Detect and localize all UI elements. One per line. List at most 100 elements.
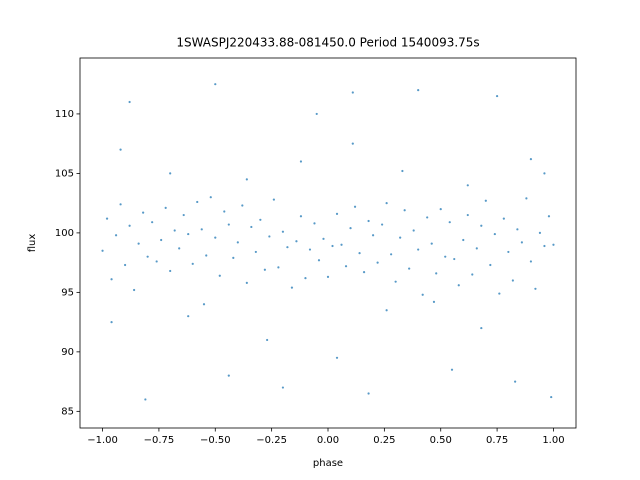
point	[335, 212, 339, 215]
point	[142, 211, 145, 214]
point	[218, 274, 221, 277]
point	[128, 224, 131, 227]
point	[236, 241, 239, 244]
point	[299, 215, 303, 218]
point	[529, 158, 533, 161]
point	[367, 219, 370, 223]
point	[520, 241, 523, 244]
point	[119, 203, 122, 206]
point	[250, 225, 253, 229]
point	[412, 229, 415, 232]
y-tick-label: 95	[61, 287, 74, 298]
point	[462, 238, 465, 242]
point	[119, 148, 122, 151]
x-tick-label: −1.00	[87, 435, 118, 446]
point	[466, 184, 469, 187]
point	[340, 243, 343, 246]
point	[114, 234, 118, 237]
point	[227, 223, 230, 226]
point	[299, 160, 303, 163]
point	[358, 252, 361, 255]
point	[191, 262, 194, 265]
point	[245, 178, 248, 181]
point	[187, 232, 190, 236]
point	[489, 263, 492, 267]
point	[160, 238, 163, 242]
point	[507, 250, 510, 254]
point	[394, 280, 397, 283]
point	[259, 218, 262, 221]
point	[543, 172, 546, 175]
point	[241, 204, 244, 207]
x-tick-label: −0.75	[144, 435, 175, 446]
point	[137, 242, 140, 245]
point	[151, 221, 154, 224]
x-tick-label: 0.00	[317, 435, 339, 446]
point	[110, 321, 113, 324]
point	[475, 247, 478, 250]
point	[534, 287, 537, 290]
point	[552, 243, 555, 246]
point	[123, 263, 127, 267]
x-tick-label: 0.25	[373, 435, 395, 446]
point	[133, 288, 136, 292]
point	[227, 374, 230, 377]
point	[480, 326, 483, 330]
point	[105, 217, 109, 220]
x-tick-label: 0.75	[486, 435, 508, 446]
point	[196, 200, 199, 204]
point	[466, 213, 469, 217]
point	[457, 284, 460, 287]
point	[331, 244, 334, 248]
points	[101, 83, 555, 401]
point	[435, 272, 438, 275]
point	[169, 269, 172, 273]
point	[426, 216, 429, 219]
point	[266, 338, 269, 342]
point	[453, 257, 456, 261]
point	[471, 273, 474, 276]
point	[401, 169, 404, 173]
point	[315, 112, 318, 116]
point	[351, 142, 354, 145]
point	[272, 198, 275, 201]
point	[493, 232, 496, 236]
point	[351, 91, 354, 94]
point	[371, 234, 375, 237]
point	[376, 261, 379, 264]
point	[182, 213, 185, 217]
point	[484, 199, 487, 202]
x-tick-label: 1.00	[542, 435, 564, 446]
point	[538, 231, 542, 234]
point	[164, 206, 167, 210]
y-axis-label: flux	[27, 234, 38, 253]
point	[322, 237, 325, 240]
point	[367, 392, 370, 395]
point	[286, 246, 289, 249]
point	[514, 380, 517, 383]
point	[495, 94, 499, 98]
point	[543, 244, 546, 248]
point	[146, 255, 149, 258]
point	[223, 210, 226, 213]
point	[200, 228, 203, 231]
x-tick-label: 0.50	[430, 435, 452, 446]
point	[178, 247, 181, 250]
point	[529, 260, 533, 263]
point	[169, 172, 172, 175]
point	[295, 240, 298, 243]
point	[430, 242, 433, 245]
point	[550, 395, 553, 399]
point	[448, 221, 451, 224]
point	[326, 275, 330, 279]
point	[432, 300, 436, 303]
point	[254, 250, 257, 254]
point	[439, 207, 442, 211]
point	[362, 271, 366, 274]
point	[173, 229, 176, 232]
point	[399, 236, 402, 239]
point	[403, 209, 406, 212]
point	[245, 281, 248, 284]
point	[417, 89, 420, 92]
